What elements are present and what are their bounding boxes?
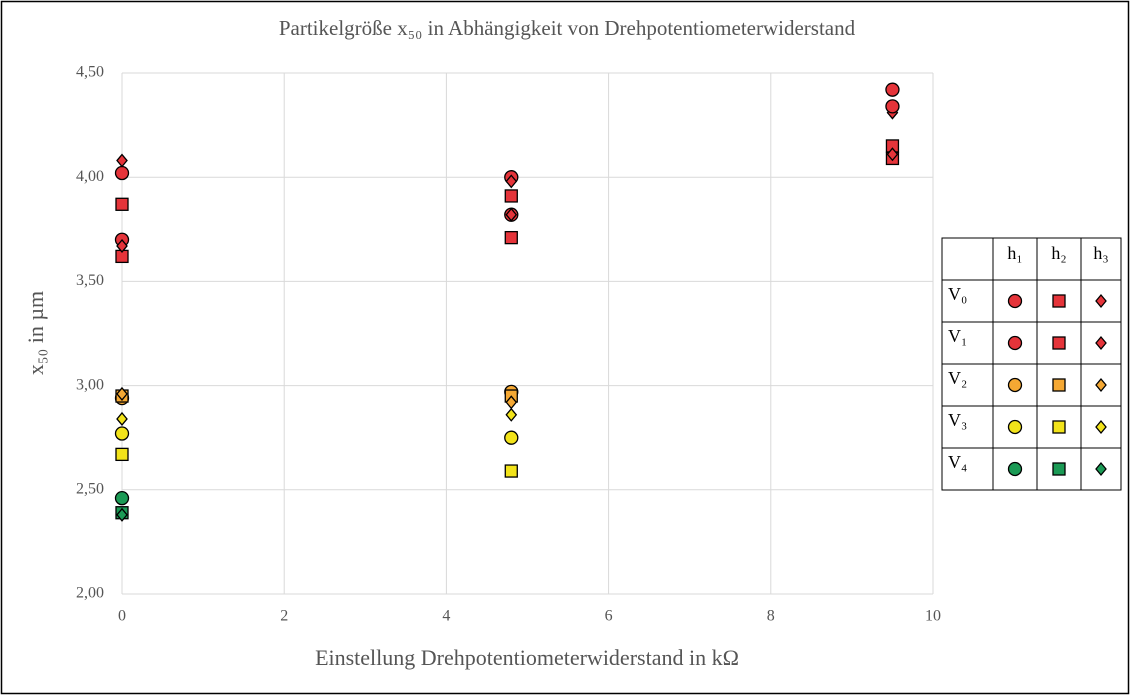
x-tick-label: 2 — [280, 608, 288, 625]
point — [504, 189, 518, 203]
legend-column-label: h₁ — [1007, 243, 1022, 263]
point — [505, 174, 518, 189]
legend-row-label: V₁ — [948, 326, 967, 346]
legend-row-label: V₃ — [948, 410, 967, 430]
legend-marker — [1052, 420, 1066, 434]
x-tick-label: 0 — [118, 608, 126, 625]
point — [114, 490, 130, 506]
legend-marker — [1095, 293, 1107, 309]
y-tick-label: 2,50 — [76, 480, 104, 497]
point — [116, 507, 128, 522]
legend-column-label: h₂ — [1051, 243, 1066, 263]
y-tick-label: 3,50 — [76, 272, 104, 289]
legend-row-label: V₀ — [948, 284, 967, 304]
y-tick-label: 2,00 — [76, 585, 104, 602]
legend-marker — [1052, 294, 1066, 308]
legend-marker — [1052, 462, 1066, 476]
legend-row-label: V₄ — [948, 452, 967, 472]
point — [505, 407, 518, 422]
y-tick-label: 4,50 — [76, 64, 104, 81]
legend-marker — [1007, 461, 1023, 477]
x-tick-label: 4 — [442, 608, 450, 625]
legend-marker — [1095, 461, 1107, 477]
point — [505, 207, 518, 222]
point — [114, 426, 130, 441]
point — [504, 464, 518, 478]
legend-marker — [1095, 377, 1107, 393]
legend-marker — [1052, 378, 1066, 392]
legend-marker — [1007, 377, 1023, 393]
legend-marker — [1095, 419, 1107, 435]
x-axis-label: Einstellung Drehpotentiometerwiderstand … — [315, 645, 739, 670]
point — [116, 153, 128, 168]
legend-marker — [1095, 335, 1107, 351]
legend-column-label: h₃ — [1093, 243, 1108, 263]
point — [116, 411, 128, 426]
point — [114, 165, 130, 181]
legend-marker — [1052, 336, 1066, 350]
point — [116, 386, 128, 401]
point — [886, 147, 899, 162]
point — [115, 447, 129, 462]
x-tick-label: 10 — [925, 608, 941, 625]
point — [504, 430, 519, 445]
chart-title: Partikelgröße x₅₀ in Abhängigkeit von Dr… — [279, 16, 856, 40]
y-tick-label: 4,00 — [76, 168, 104, 185]
legend-marker — [1007, 293, 1023, 309]
x-tick-label: 8 — [767, 608, 775, 625]
y-axis-label: x₅₀ in µm — [23, 291, 48, 375]
point — [116, 238, 128, 253]
point — [885, 99, 900, 114]
y-tick-label: 3,00 — [76, 376, 104, 393]
legend-marker — [1007, 335, 1023, 351]
point — [885, 82, 900, 97]
x-tick-label: 6 — [605, 608, 613, 625]
point — [504, 230, 518, 245]
point — [115, 197, 129, 211]
legend-marker — [1007, 419, 1023, 435]
legend-row-label: V₂ — [948, 368, 967, 388]
